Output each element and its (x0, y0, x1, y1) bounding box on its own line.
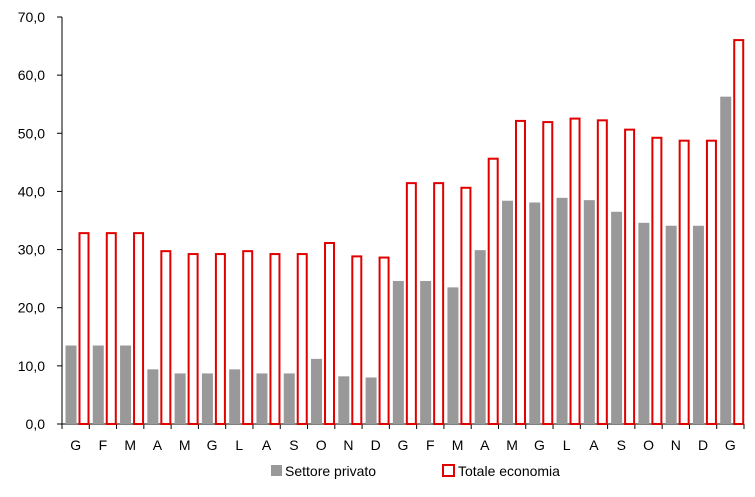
y-tick-label: 0,0 (26, 416, 46, 432)
bar-totale-economia (160, 250, 172, 425)
legend-swatch-settore-privato (271, 465, 282, 476)
x-tick-label: L (235, 437, 243, 453)
y-tick-label: 40,0 (18, 183, 45, 199)
bar-totale-economia (487, 157, 499, 425)
bar-totale-economia (733, 39, 745, 425)
x-tick-label: A (480, 437, 490, 453)
bar-settore-privato (420, 280, 432, 424)
x-tick-label: M (452, 437, 464, 453)
y-tick-label: 60,0 (18, 67, 45, 83)
x-tick-label: N (671, 437, 681, 453)
bar-settore-privato (392, 280, 404, 424)
y-axis: 0,0 10,0 20,0 30,0 40,0 50,0 60,0 70,0 (18, 9, 63, 432)
bar-totale-economia (242, 250, 254, 425)
bars-group (65, 39, 745, 426)
legend: Settore privato Totale economia (271, 463, 560, 479)
legend-label-settore-privato: Settore privato (285, 463, 376, 479)
bar-totale-economia (269, 253, 281, 425)
bar-totale-economia (678, 139, 690, 425)
x-tick-label: N (343, 437, 353, 453)
x-tick-label: G (725, 437, 736, 453)
bar-totale-economia (705, 139, 717, 425)
bar-settore-privato (720, 96, 732, 425)
bar-totale-economia (351, 255, 363, 425)
bar-settore-privato (311, 358, 323, 424)
bar-totale-economia (624, 128, 636, 426)
bar-totale-economia (569, 117, 581, 426)
x-tick-label: F (99, 437, 108, 453)
x-tick-label: A (262, 437, 272, 453)
bar-totale-economia (214, 253, 226, 425)
y-tick-label: 10,0 (18, 358, 45, 374)
bar-totale-economia (460, 186, 472, 425)
bar-totale-economia (651, 136, 663, 425)
bar-settore-privato (665, 225, 677, 424)
x-tick-label: S (617, 437, 626, 453)
x-tick-label: M (179, 437, 191, 453)
bar-totale-economia (433, 182, 445, 425)
bar-settore-privato (174, 373, 186, 424)
bar-totale-economia (514, 119, 526, 425)
bar-totale-economia (596, 119, 608, 426)
bar-settore-privato (556, 197, 568, 424)
bar-totale-economia (405, 182, 417, 425)
bar-settore-privato (283, 373, 295, 424)
x-tick-label: O (316, 437, 327, 453)
x-tick-label: M (506, 437, 518, 453)
bar-totale-economia (378, 256, 390, 426)
bar-totale-economia (105, 232, 117, 425)
bar-settore-privato (256, 373, 268, 424)
y-tick-label: 50,0 (18, 125, 45, 141)
bar-totale-economia (324, 242, 336, 425)
bar-settore-privato (638, 222, 650, 424)
x-tick-label: O (643, 437, 654, 453)
bar-totale-economia (78, 232, 90, 425)
x-tick-label: L (563, 437, 571, 453)
bar-settore-privato (147, 369, 159, 424)
bar-settore-privato (447, 287, 459, 424)
y-tick-label: 30,0 (18, 242, 45, 258)
bar-settore-privato (65, 345, 77, 424)
x-tick-label: M (124, 437, 136, 453)
bar-settore-privato (474, 250, 486, 424)
x-tick-label: S (289, 437, 298, 453)
bar-totale-economia (187, 253, 199, 425)
bar-settore-privato (229, 369, 241, 424)
bar-settore-privato (501, 200, 513, 424)
x-tick-label: D (698, 437, 708, 453)
bar-settore-privato (92, 345, 104, 424)
bar-settore-privato (365, 377, 377, 424)
x-tick-label: G (207, 437, 218, 453)
bar-totale-economia (296, 253, 308, 425)
x-tick-label: G (398, 437, 409, 453)
legend-swatch-totale-economia (442, 464, 455, 477)
bar-settore-privato (120, 345, 132, 424)
bar-totale-economia (542, 121, 554, 425)
x-tick-label: A (153, 437, 163, 453)
x-tick-label: D (371, 437, 381, 453)
bar-settore-privato (529, 202, 541, 424)
bar-settore-privato (611, 211, 623, 424)
x-tick-label: F (426, 437, 435, 453)
bar-settore-privato (692, 225, 704, 424)
bar-totale-economia (133, 232, 145, 425)
x-tick-label: G (70, 437, 81, 453)
legend-label-totale-economia: Totale economia (458, 463, 560, 479)
x-tick-label: G (534, 437, 545, 453)
bar-settore-privato (583, 200, 595, 424)
bar-settore-privato (338, 376, 350, 424)
x-tick-label: A (589, 437, 599, 453)
y-tick-label: 70,0 (18, 9, 45, 25)
bar-settore-privato (201, 373, 213, 424)
y-tick-label: 20,0 (18, 300, 45, 316)
